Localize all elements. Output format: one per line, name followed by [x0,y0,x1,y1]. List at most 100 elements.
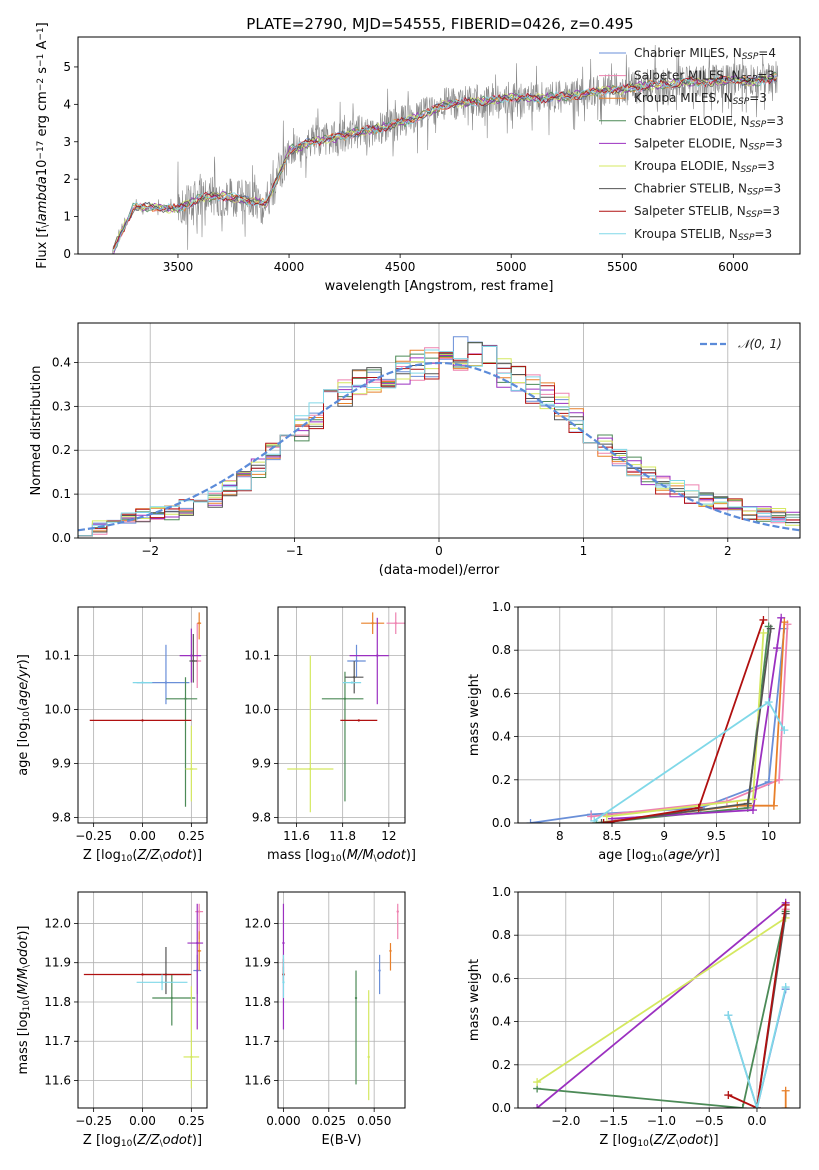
data-point [367,1055,370,1059]
x-axis-label: (data-model)/error [379,563,500,578]
model-line-kroupa-stelib [113,74,777,252]
label-part: mass weight [467,674,482,756]
data-point [190,654,193,657]
y-tick-label: 0.8 [492,928,511,942]
label-part: \ [160,854,164,864]
axes-frame-spectrum: 3500 4000 4500 5000 5500 6000 0 1 2 3 4 5 wavelength… [35,22,801,294]
y-tick-label: 9.9 [52,757,71,771]
x-axis-label: Z [log10(Z/Z\odot)] [83,1133,202,1149]
y-tick-label: 0.0 [52,531,71,545]
weight-marker [780,618,789,627]
x-tick-label: 5000 [496,260,527,274]
legend-entry: Chabrier MILES, NSSP=4 [634,46,776,62]
axes-frame [517,891,801,1109]
axes-frame-mass-vs-ebv: 0.000 0.025 0.050 11.6 11.7 11.8 11.9 12.0 E(B-V… [244,891,406,1148]
label-part: 10 [22,1000,32,1012]
y-tick-label: 0.4 [492,1015,511,1029]
axes-frame-weight-vs-Z: −2.0 −1.5 −1.0 −0.5 0.0 0.0 0.2 0.4 0.6 0.8 1.0 Z [… [467,885,801,1149]
weight-line-salpeter-elodie [536,902,787,1108]
figure-title: PLATE=2790, MJD=54555, FIBERID=0426, z=0… [246,15,633,33]
axes-age-vs-Z [78,607,207,823]
label-part: ( [132,1133,137,1148]
label-part: M/M [16,968,31,995]
y-tick-label: 11.9 [244,956,271,970]
label-part: mass [log [267,848,330,863]
y-tick-label: 1 [63,210,71,224]
weight-marker [781,983,790,992]
data-point [350,681,354,684]
data-point [309,767,312,771]
x-tick-label: 9 [660,829,668,843]
observed-spectrum-line [111,44,779,254]
weight-marker [587,812,596,821]
y-tick-label: 10.1 [244,649,271,663]
weight-marker [597,819,606,823]
y-tick-label: 0.6 [492,686,511,700]
weight-line-salpeter-elodie [611,617,783,820]
x-tick-label: −0.5 [695,1114,724,1128]
data-point [197,949,201,953]
label-part: E(B-V) [321,1133,361,1148]
x-tick-label: −0.25 [75,829,112,843]
weight-marker [780,726,789,735]
legend-entry: Chabrier STELIB, NSSP=3 [634,182,781,198]
legend-entry-sub: SSP [747,188,764,198]
y-tick-label: 11.7 [244,1034,271,1048]
weight-marker [781,900,790,909]
y-tick-label: 3 [63,135,71,149]
legend-entry: Salpeter STELIB, NSSP=3 [634,204,780,220]
axes-residuals [78,323,800,539]
x-tick-label: 0.050 [357,1114,391,1128]
y-tick-label: 12.0 [44,916,71,930]
label-part: lambda [35,176,50,225]
label-part: −2 [36,78,46,91]
y-axis-label: Flux [f\lambda10−17 erg cm−2 s−1 A−1] [35,22,51,268]
label-part: age [log [16,723,31,776]
label-part: −17 [36,141,46,160]
plot-layer [533,898,790,1108]
legend-entry-sub: SSP [742,52,759,62]
weight-marker [777,613,786,622]
axes-frame-residuals: −2 −1 0 1 2 0.0 0.1 0.2 0.3 0.4 (data-model)/error… [29,322,801,578]
legend-entry-tail: =3 [766,114,784,128]
data-point [389,949,392,953]
data-point [353,676,356,679]
x-tick-label: 0.000 [266,1114,300,1128]
y-tick-label: 0 [63,247,71,261]
data-point [354,996,358,1000]
x-tick-label: 12 [381,829,396,843]
label-part: \ [41,224,51,228]
weight-marker [781,1086,790,1095]
label-part: ( [16,706,31,711]
x-tick-label: −1.0 [647,1114,676,1128]
y-tick-label: 10.0 [44,703,71,717]
x-axis-label: Z [log10(Z/Z\odot)] [599,1133,718,1149]
plot-area [278,607,405,823]
label-part: Z/Z [653,1133,677,1148]
weight-marker [724,1011,733,1020]
legend-entry-tail: =3 [757,69,775,83]
y-tick-label: 12.0 [244,916,271,930]
legend-entry: Kroupa ELODIE, NSSP=3 [634,159,775,175]
axes-frame [277,891,406,1109]
weight-line-chabrier-elodie [537,911,787,1108]
plot-layer [83,903,204,1089]
weight-marker [599,819,608,823]
x-axis-label: Z [log10(Z/Z\odot)] [83,848,202,864]
data-point [141,681,144,684]
label-part: odot [16,935,31,965]
axes-frame-age-vs-Z: −0.25 0.00 0.259.89.910.010.1Z [log10(Z/Z\… [16,606,208,864]
legend-entry-tail: =3 [749,91,767,105]
axes-mass-vs-Z [78,892,207,1108]
label-part: )] [708,1133,718,1148]
label-part: age/yr [16,663,31,706]
weight-line-kroupa-elodie [536,917,787,1083]
x-tick-label: −2 [141,544,159,558]
y-tick-label: 10.0 [244,703,271,717]
x-tick-label: 0.00 [129,829,156,843]
legend-entry: Salpeter MILES, NSSP=3 [634,69,775,85]
histogram-kroupa-stelib [78,346,800,537]
y-tick-label: 11.8 [244,995,271,1009]
weight-line-salpeter-stelib [727,904,787,1108]
